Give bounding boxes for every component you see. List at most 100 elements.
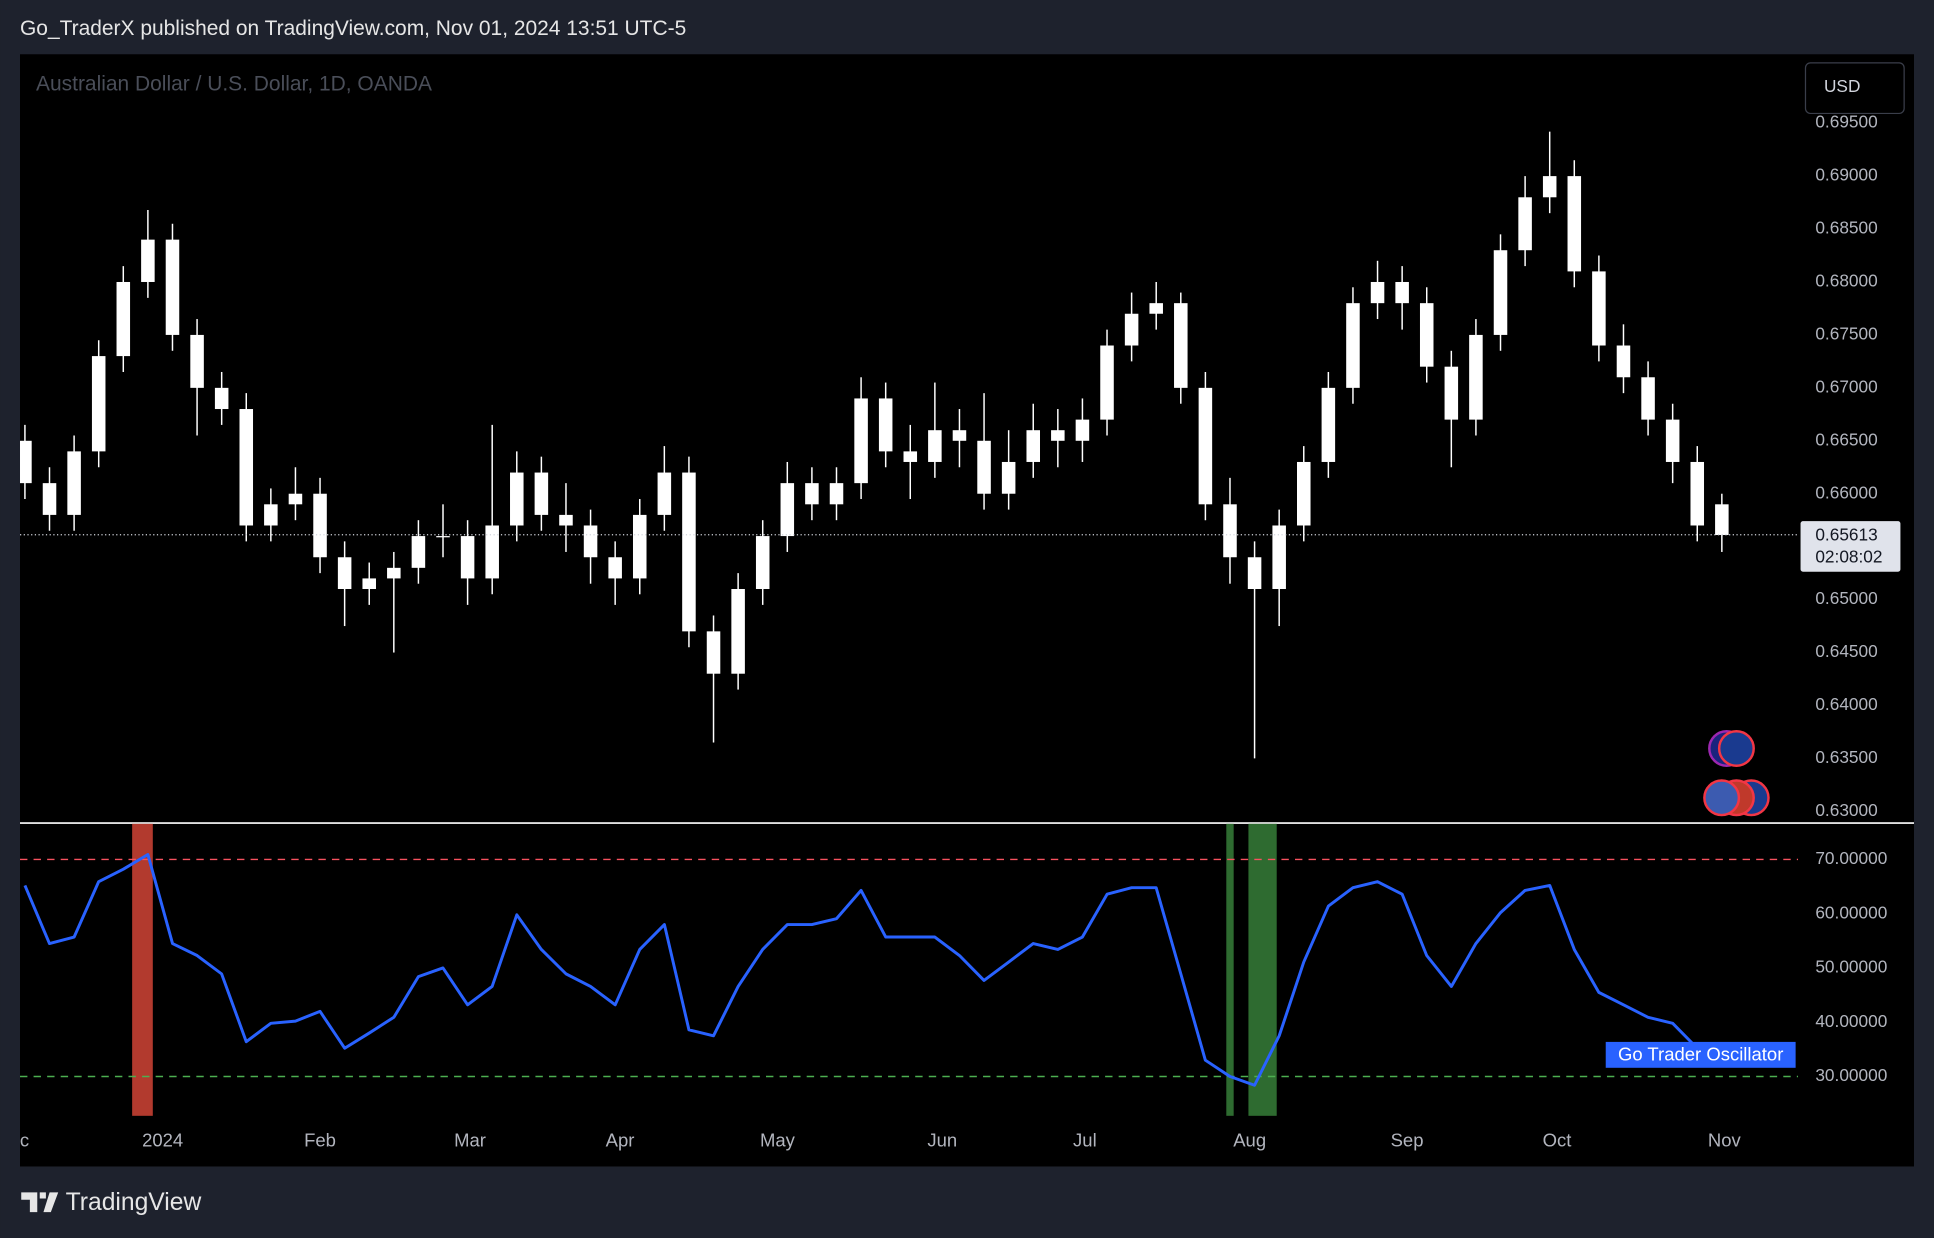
candle-body [854, 398, 868, 484]
candle-body [485, 525, 499, 579]
candle-body [165, 239, 180, 335]
candle-body [1124, 313, 1139, 346]
y-tick-label: 50.00000 [1815, 957, 1887, 977]
candle-body [362, 578, 376, 590]
candle-body [1469, 334, 1483, 420]
x-tick-label: Aug [1233, 1130, 1266, 1151]
candle-body [1690, 461, 1705, 526]
y-tick-label: 0.67000 [1815, 376, 1877, 396]
candle-body [1051, 430, 1065, 441]
candle-body [1444, 366, 1459, 420]
y-tick-label: 70.00000 [1815, 848, 1887, 868]
currency-button[interactable] [1804, 62, 1905, 115]
candle-body [1223, 504, 1237, 558]
y-tick-label: 0.69500 [1815, 112, 1877, 132]
candle-body [583, 525, 598, 558]
oscillator-line [23, 853, 1723, 1087]
y-tick-label: 30.00000 [1815, 1065, 1887, 1085]
candle-body [1198, 387, 1213, 505]
x-tick-label: Jun [927, 1130, 957, 1151]
candle-body [1174, 303, 1188, 388]
candle-body [116, 281, 131, 357]
candle-body [657, 472, 672, 515]
candle-body [264, 504, 278, 526]
candle-body [387, 567, 401, 579]
candle-body [1297, 461, 1311, 526]
y-tick-label: 0.63000 [1815, 800, 1877, 820]
candle-body [1100, 345, 1114, 420]
x-tick-label: Nov [1708, 1130, 1742, 1151]
y-tick-label: 40.00000 [1815, 1011, 1887, 1031]
y-tick-label: 0.68000 [1815, 271, 1877, 291]
y-tick-label: 0.66500 [1815, 429, 1877, 449]
candle-body [239, 409, 254, 526]
y-tick-label: 0.68500 [1815, 218, 1877, 238]
candle-body [805, 483, 819, 505]
y-tick-label: 0.69000 [1815, 165, 1877, 185]
x-tick-label: Mar [454, 1130, 486, 1151]
x-tick-label: Oct [1543, 1130, 1572, 1151]
candle-body [1075, 419, 1090, 441]
indicator-name: Go Trader Oscillator [1618, 1043, 1783, 1064]
candle-body [1518, 197, 1532, 251]
candle-body [91, 356, 106, 452]
candle-body [952, 430, 967, 441]
indicator-tag [1605, 1041, 1796, 1068]
candle-body [1567, 176, 1582, 272]
candle-body [559, 514, 573, 526]
candle-body [632, 514, 647, 579]
price-axis: 0.630000.635000.640000.645000.650000.655… [1605, 112, 1901, 1085]
brand: TradingView [66, 1189, 202, 1216]
candle-body [780, 483, 795, 537]
price-pane [20, 131, 1799, 759]
y-tick-label: 60.00000 [1815, 902, 1887, 922]
candle-body [608, 557, 622, 579]
candle-body [1641, 377, 1655, 420]
candle-body [903, 451, 918, 462]
publisher: Go_TraderX published on TradingView.com,… [20, 17, 686, 40]
x-tick-label: Apr [606, 1130, 635, 1151]
candle-body [1395, 281, 1409, 304]
candle-body [682, 472, 696, 632]
candle-body [1272, 525, 1286, 590]
currency-label[interactable]: USD [1824, 76, 1860, 96]
y-tick-label: 0.63500 [1815, 747, 1877, 767]
y-tick-label: 0.65000 [1815, 588, 1877, 608]
candle-body [928, 430, 942, 462]
candle-body [878, 398, 893, 452]
candle-body [731, 589, 745, 674]
candle-body [67, 451, 81, 515]
symbol-title: Australian Dollar / U.S. Dollar, 1D, OAN… [36, 73, 432, 96]
y-tick-label: 0.67500 [1815, 323, 1877, 343]
candle-body [141, 239, 155, 282]
candle-body [1715, 504, 1729, 536]
x-tick-label: Sep [1391, 1130, 1424, 1151]
candle-body [1419, 303, 1434, 367]
signal-band [1226, 823, 1234, 1116]
flags [1703, 729, 1770, 817]
candle-body [190, 334, 204, 388]
candle-body [1493, 250, 1508, 335]
last-price-label: 0.65613 [1815, 524, 1877, 544]
countdown: 02:08:02 [1815, 547, 1882, 567]
time-axis: Dec 2024 Feb Mar Apr May Jun Jul Aug Sep Oct Nov [0, 1130, 1742, 1151]
candle-body [1321, 387, 1336, 462]
candle-body [510, 472, 524, 526]
candle-body [977, 440, 991, 494]
x-tick-label: May [760, 1130, 796, 1151]
candle-body [460, 536, 475, 579]
candle-body [1592, 271, 1606, 346]
x-tick-label: Dec [0, 1130, 29, 1151]
oscillator-pane [20, 823, 1799, 1116]
y-tick-label: 0.64000 [1815, 694, 1877, 714]
candle-body [214, 387, 229, 410]
y-tick-label: 0.66000 [1815, 482, 1877, 502]
candle-body [1542, 176, 1557, 198]
candle-body [337, 557, 352, 590]
x-tick-label: 2024 [142, 1130, 183, 1151]
candle-body [436, 536, 450, 538]
chart-area [20, 54, 1914, 1167]
candle-body [42, 483, 57, 515]
